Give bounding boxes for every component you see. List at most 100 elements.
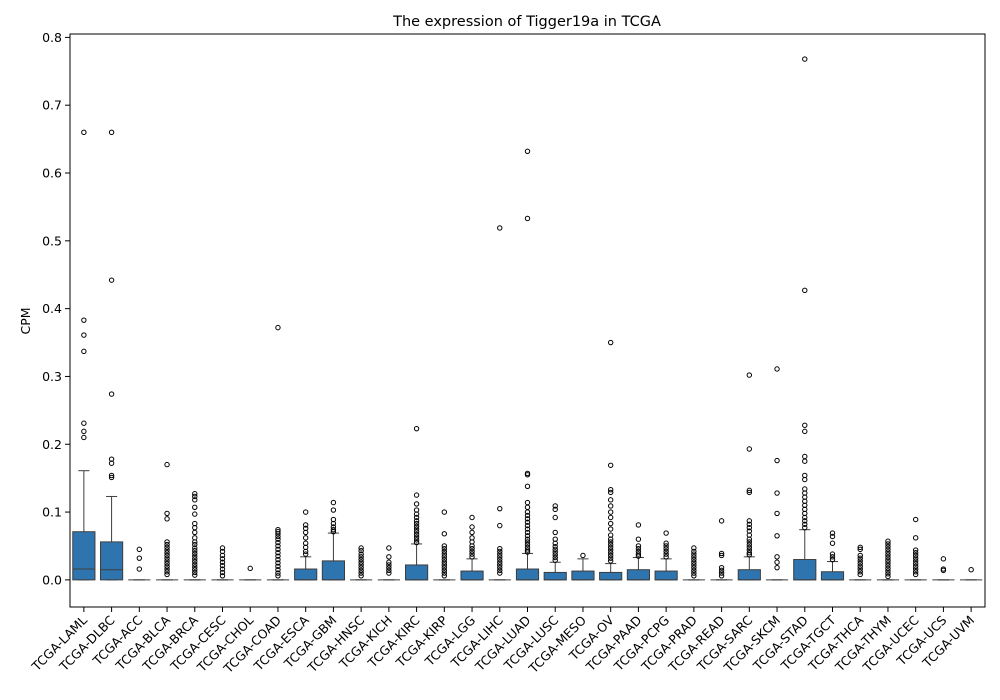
outlier-point — [885, 557, 891, 563]
outlier-point — [607, 558, 614, 564]
outlier-point — [275, 531, 281, 537]
outlier-point — [469, 514, 475, 521]
outlier-point — [497, 545, 503, 552]
outlier-point — [302, 548, 309, 555]
outlier-point — [358, 573, 364, 579]
box-group — [932, 556, 955, 581]
outlier-point — [968, 567, 974, 573]
outlier-point — [607, 544, 614, 551]
box-iqr — [460, 570, 484, 581]
outlier-point — [746, 521, 753, 527]
outlier-point — [524, 529, 531, 536]
outlier-point — [746, 552, 753, 558]
outlier-point — [607, 514, 614, 521]
outlier-point — [912, 555, 919, 561]
outlier-point — [192, 541, 198, 548]
outlier-point — [663, 543, 669, 549]
outlier-point — [302, 529, 309, 536]
box-group — [543, 503, 567, 581]
outlier-point — [441, 570, 448, 576]
outlier-point — [413, 520, 420, 527]
outlier-point — [386, 554, 392, 560]
outlier-point — [746, 372, 753, 378]
outlier-point — [192, 572, 198, 578]
outlier-point — [413, 526, 420, 532]
outlier-point — [358, 551, 364, 557]
outlier-point — [912, 563, 919, 570]
outlier-point — [81, 317, 87, 323]
outlier-point — [885, 552, 891, 558]
outlier-point — [691, 554, 697, 560]
outlier-point — [885, 573, 891, 580]
box-group — [155, 461, 179, 581]
outlier-point — [413, 501, 420, 507]
outlier-point — [497, 522, 503, 529]
x-axis: TCGA-LAMLTCGA-DLBCTCGA-ACCTCGA-BLCATCGA-… — [28, 607, 977, 677]
outlier-point — [746, 541, 753, 548]
outlier-point — [552, 546, 558, 553]
outlier-point — [164, 563, 170, 570]
y-tick-label: 0.1 — [42, 505, 62, 520]
outlier-point — [497, 556, 503, 563]
outlier-point — [275, 543, 281, 549]
box-group — [626, 522, 650, 581]
outlier-point — [774, 559, 780, 565]
outlier-point — [386, 562, 392, 568]
outlier-point — [192, 564, 198, 570]
outlier-point — [552, 529, 558, 536]
outlier-point — [275, 556, 281, 563]
outlier-point — [330, 529, 337, 535]
outlier-point — [607, 541, 614, 548]
box-group — [820, 530, 845, 581]
outlier-point — [413, 534, 420, 540]
outlier-point — [885, 554, 891, 561]
box-group — [599, 339, 623, 581]
outlier-point — [275, 570, 281, 576]
outlier-point — [552, 540, 558, 546]
outlier-point — [302, 509, 309, 515]
outlier-point — [136, 566, 143, 572]
box-iqr — [321, 560, 345, 581]
outlier-point — [746, 550, 753, 556]
outlier-point — [663, 548, 669, 555]
outlier-point — [718, 550, 725, 557]
outlier-point — [774, 510, 780, 517]
outlier-point — [469, 545, 475, 552]
outlier-point — [469, 524, 475, 530]
box-group — [100, 129, 124, 581]
box-group — [433, 509, 456, 581]
outlier-point — [912, 547, 919, 553]
outlier-point — [746, 487, 753, 494]
outlier-point — [552, 543, 558, 550]
outlier-point — [691, 562, 697, 568]
outlier-point — [469, 529, 475, 536]
outlier-point — [607, 486, 614, 493]
outlier-point — [275, 563, 281, 570]
box-iqr — [793, 559, 817, 581]
outlier-point — [164, 569, 170, 575]
outlier-point — [219, 545, 226, 551]
outlier-point — [386, 570, 392, 576]
outlier-point — [829, 551, 836, 557]
outlier-point — [857, 571, 863, 578]
outlier-point — [164, 461, 170, 468]
outlier-point — [607, 489, 614, 496]
outlier-point — [275, 550, 281, 556]
outlier-point — [219, 552, 226, 559]
outlier-point — [192, 548, 198, 554]
outlier-point — [164, 539, 170, 545]
outlier-point — [718, 564, 725, 571]
outlier-point — [192, 511, 198, 517]
outlier-point — [413, 425, 420, 432]
box-group — [488, 225, 511, 581]
outlier-point — [691, 551, 697, 557]
outlier-point — [635, 551, 642, 557]
box-group — [183, 491, 206, 581]
outlier-point — [524, 541, 531, 548]
outlier-point — [219, 573, 226, 579]
outlier-point — [386, 545, 392, 551]
outlier-point — [358, 556, 364, 563]
outlier-point — [413, 511, 420, 517]
outlier-point — [802, 422, 808, 428]
outlier-point — [746, 524, 753, 531]
